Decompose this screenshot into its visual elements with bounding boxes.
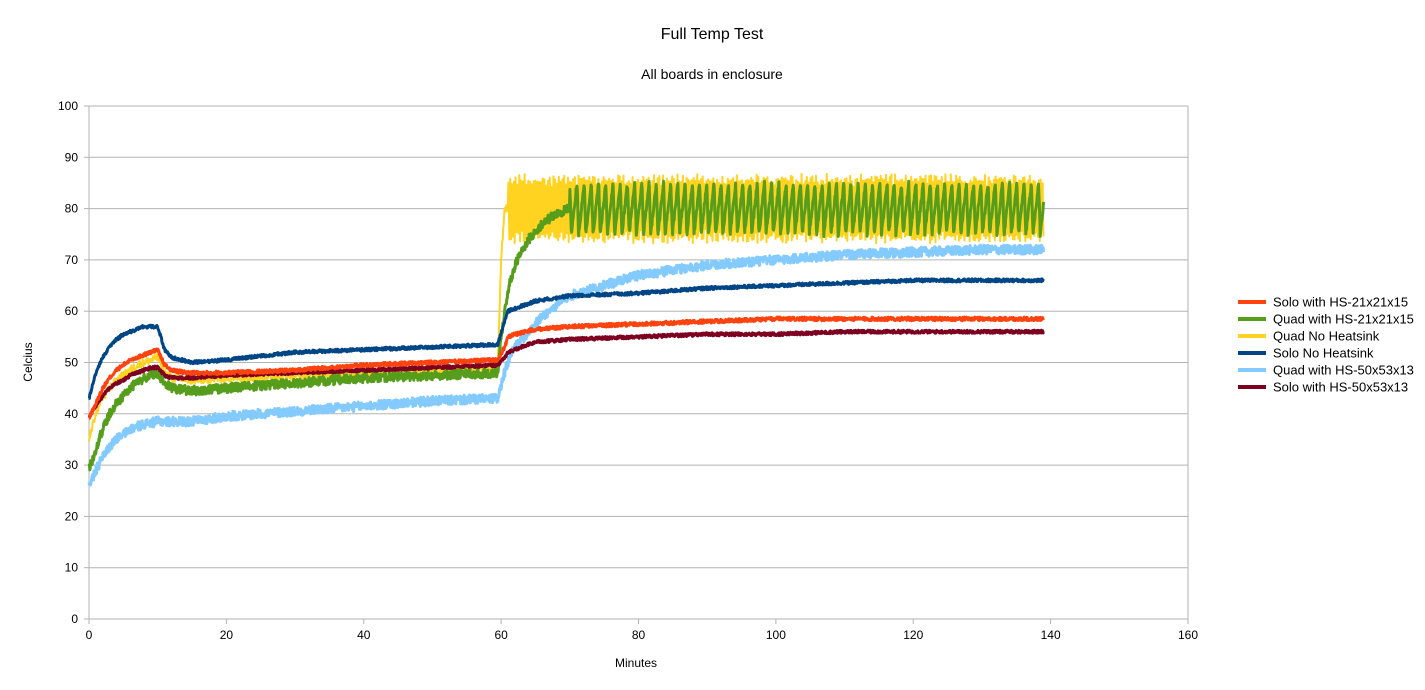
series-line <box>87 315 1045 420</box>
y-tick-label: 60 <box>65 304 79 318</box>
y-tick-label: 100 <box>58 99 78 113</box>
y-tick-label: 10 <box>65 561 79 575</box>
legend: Solo with HS-21x21x15 Quad with HS-21x21x… <box>1238 295 1414 395</box>
series-line <box>87 179 1045 472</box>
series-lines <box>87 172 1045 487</box>
x-tick-label: 140 <box>1041 628 1061 642</box>
y-axis-ticks: 0 10 20 30 40 50 60 70 80 90 100 <box>58 99 89 626</box>
chart-title: Full Temp Test <box>661 26 764 43</box>
x-tick-label: 100 <box>766 628 786 642</box>
x-tick-label: 60 <box>494 628 508 642</box>
x-tick-label: 0 <box>86 628 93 642</box>
y-tick-label: 50 <box>65 356 79 370</box>
legend-entry: Quad with HS-21x21x15 <box>1273 312 1414 327</box>
y-tick-label: 0 <box>71 612 78 626</box>
x-axis-label: Minutes <box>615 656 657 670</box>
y-tick-label: 90 <box>65 150 79 164</box>
y-tick-label: 80 <box>65 202 79 216</box>
y-axis-label: Celcius <box>21 342 35 381</box>
legend-entry: Quad No Heatsink <box>1273 329 1380 344</box>
legend-entry: Quad with HS-50x53x13 <box>1273 363 1414 378</box>
x-tick-label: 120 <box>903 628 923 642</box>
legend-entry: Solo with HS-21x21x15 <box>1273 295 1408 310</box>
x-tick-label: 160 <box>1178 628 1198 642</box>
y-tick-label: 20 <box>65 509 79 523</box>
series-line <box>87 277 1045 400</box>
x-tick-label: 40 <box>357 628 371 642</box>
y-tick-label: 30 <box>65 458 79 472</box>
series-line <box>88 172 1045 442</box>
legend-entry: Solo with HS-50x53x13 <box>1273 380 1408 395</box>
x-axis-ticks: 0 20 40 60 80 100 120 140 160 <box>86 619 1198 642</box>
y-tick-label: 70 <box>65 253 79 267</box>
x-tick-label: 20 <box>220 628 234 642</box>
legend-entry: Solo No Heatsink <box>1273 346 1374 361</box>
y-tick-label: 40 <box>65 407 79 421</box>
chart-subtitle: All boards in enclosure <box>641 66 783 82</box>
x-tick-label: 80 <box>632 628 646 642</box>
